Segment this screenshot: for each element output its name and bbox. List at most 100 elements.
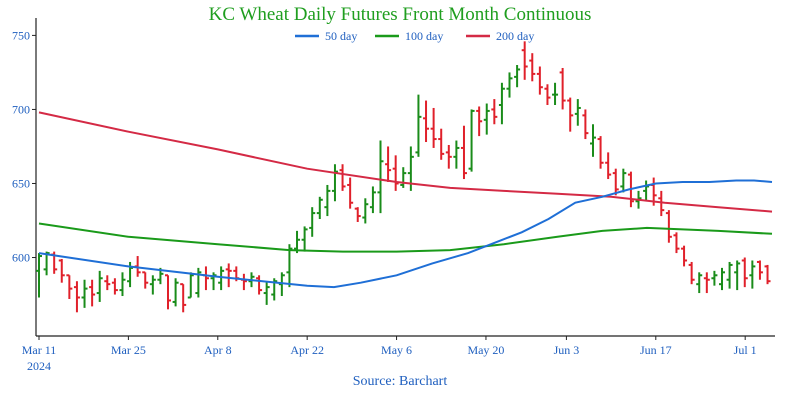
ohlc-bar	[324, 184, 331, 217]
x-tick-label: Apr 22	[290, 343, 324, 357]
x-tick-label: Jun 3	[554, 343, 580, 357]
legend-label: 200 day	[496, 29, 534, 43]
ohlc-bar	[415, 94, 422, 157]
x-tick-label: May 20	[467, 343, 504, 357]
ohlc-bar	[514, 65, 521, 88]
ohlc-bar	[696, 272, 703, 294]
ohlc-bar	[468, 109, 475, 172]
x-tick-label: Apr 8	[204, 343, 232, 357]
ohlc-bar	[89, 279, 96, 307]
ohlc-bar	[612, 168, 619, 196]
ohlc-bar	[764, 264, 771, 285]
ohlc-bar	[476, 106, 483, 137]
ohlc-bar	[111, 278, 118, 295]
ohlc-bar	[385, 146, 392, 182]
ohlc-bar	[430, 107, 437, 148]
ohlc-bar	[339, 164, 346, 191]
ohlc-bar	[658, 190, 665, 217]
ohlc-bar	[286, 244, 293, 288]
ohlc-bar	[149, 275, 156, 295]
ohlc-bar	[43, 251, 50, 276]
ohlc-bar	[589, 124, 596, 157]
ohlc-bar	[574, 99, 581, 126]
ohlc-bar	[544, 84, 551, 105]
ohlc-bar	[536, 66, 543, 95]
ohlc-bar	[180, 283, 187, 313]
ohlc-bar	[734, 260, 741, 291]
ohlc-bar	[423, 100, 430, 143]
ohlc-bar	[187, 272, 194, 299]
legend-label: 100 day	[405, 29, 443, 43]
ohlc-bar	[104, 275, 111, 291]
ohlc-bar	[58, 259, 65, 283]
legend-item: 200 day	[466, 29, 534, 43]
ohlc-bar	[445, 144, 452, 169]
ohlc-bar	[165, 274, 172, 310]
ohlc-bar	[301, 226, 308, 252]
legend: 50 day 100 day 200 day	[295, 29, 534, 43]
legend-item: 50 day	[295, 29, 357, 43]
ohlc-bar	[506, 72, 513, 98]
ohlc-bar	[66, 274, 73, 299]
ohlc-bar	[316, 196, 323, 220]
ohlc-bar	[726, 261, 733, 289]
ohlc-bar	[377, 140, 384, 214]
ohlc-bar	[331, 164, 338, 202]
y-tick-label: 650	[12, 176, 30, 190]
source-note: Source: Barchart	[352, 374, 448, 389]
x-year-label: 2024	[27, 359, 51, 373]
ohlc-bar	[643, 180, 650, 202]
ohlc-bar	[453, 140, 460, 169]
x-tick-label: May 6	[381, 343, 412, 357]
ohlc-bar	[521, 41, 528, 80]
ohlc-bars	[36, 41, 771, 313]
ohlc-bar	[460, 125, 467, 180]
ohlc-bar	[711, 270, 718, 286]
ohlc-bar	[438, 128, 445, 160]
ohlc-bar	[218, 266, 225, 291]
ohlc-bar	[529, 53, 536, 82]
y-tick-label: 600	[12, 251, 30, 265]
ohlc-bar	[620, 168, 627, 193]
x-tick-label: Jun 17	[640, 343, 672, 357]
ohlc-bar	[225, 263, 232, 288]
ohlc-bar	[36, 253, 42, 298]
ohlc-bar	[362, 198, 369, 224]
ohlc-bar	[597, 136, 604, 169]
ohlc-bar	[559, 67, 566, 110]
x-tick-label: Jul 1	[734, 343, 757, 357]
x-tick-label: Mar 11	[22, 343, 57, 357]
ohlc-bar	[673, 232, 680, 254]
ohlc-bar	[119, 272, 126, 297]
ohlc-bar	[256, 275, 263, 295]
ohlc-bar	[172, 278, 179, 307]
x-tick-label: Mar 25	[111, 343, 146, 357]
ohlc-bar	[210, 272, 217, 291]
ohlc-bar	[240, 273, 247, 291]
ohlc-bar	[741, 257, 748, 288]
legend-item: 100 day	[375, 29, 443, 43]
ohlc-bar	[688, 261, 695, 285]
ohlc-bar	[96, 270, 103, 302]
ohlc-bar	[552, 82, 559, 105]
ohlc-bar	[491, 99, 498, 125]
y-tick-label: 700	[12, 102, 30, 116]
y-tick-label: 750	[12, 28, 30, 42]
ohlc-bar	[347, 177, 354, 209]
ma200-line	[38, 111, 773, 213]
ohlc-bar	[309, 207, 316, 237]
ohlc-bar	[681, 245, 688, 267]
ohlc-bar	[142, 271, 149, 289]
ma100-line	[38, 222, 773, 253]
ohlc-bar	[567, 97, 574, 132]
ohlc-bar	[718, 267, 725, 291]
ohlc-bar	[81, 279, 88, 308]
axes: 600 650 700 750 Mar 11 Mar 25 Apr 8 Apr 22 May 6…	[12, 18, 775, 373]
legend-label: 50 day	[325, 29, 357, 43]
ohlc-bar	[400, 167, 407, 188]
ohlc-bar	[202, 266, 209, 291]
ohlc-bar	[263, 281, 270, 305]
ohlc-bar	[756, 260, 763, 280]
